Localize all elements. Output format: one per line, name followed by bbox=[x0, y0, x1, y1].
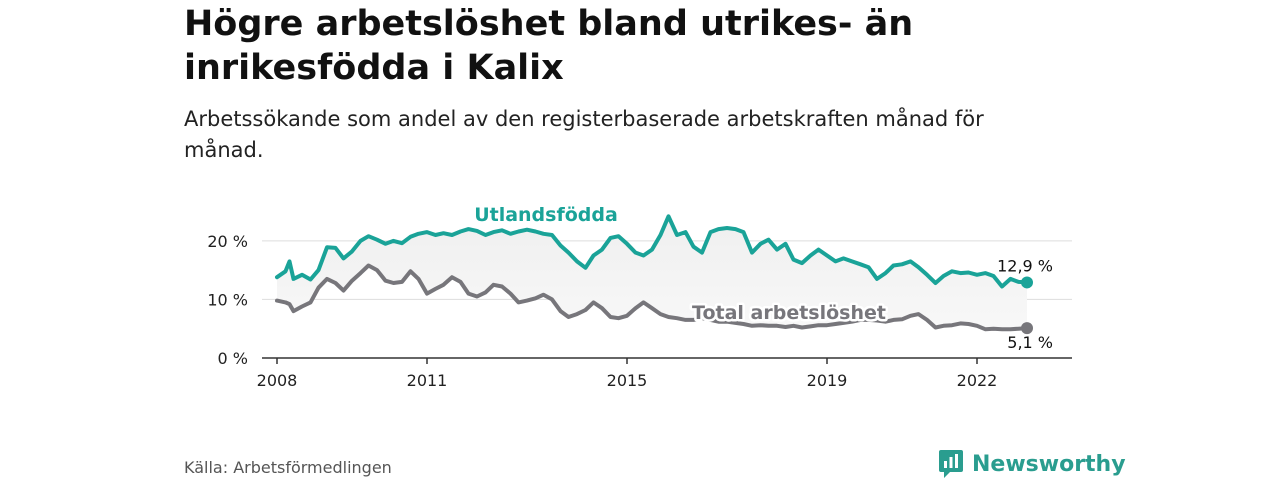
brand-name: Newsworthy bbox=[972, 451, 1126, 477]
series-end-point bbox=[1021, 322, 1033, 335]
series-label-utlandsfodda: Utlandsfödda bbox=[474, 204, 618, 226]
x-tick-label: 2011 bbox=[407, 371, 448, 390]
chart-subtitle: Arbetssökande som andel av den registerb… bbox=[184, 107, 984, 162]
chart-title: Högre arbetslöshet bland utrikes- än inr… bbox=[184, 4, 914, 88]
newsworthy-chart-icon bbox=[939, 450, 963, 478]
series-line-utlandsfodda bbox=[275, 214, 1029, 289]
series-end-point bbox=[1021, 276, 1033, 289]
source-note: Källa: Arbetsförmedlingen bbox=[184, 458, 392, 477]
y-tick-label: 20 % bbox=[207, 232, 248, 251]
x-tick-label: 2008 bbox=[257, 371, 298, 390]
x-tick-label: 2022 bbox=[957, 371, 998, 390]
x-tick-label: 2015 bbox=[607, 371, 648, 390]
series-end-label: 12,9 % bbox=[997, 256, 1053, 275]
series-line-total bbox=[275, 263, 1029, 332]
series-end-label: 5,1 % bbox=[1007, 333, 1053, 352]
series-label-total: Total arbetslöshet bbox=[692, 302, 886, 324]
gap-band bbox=[277, 216, 1027, 330]
x-tick-label: 2019 bbox=[807, 371, 848, 390]
line-chart: 12,9 % 5,1 % Utlandsfödda Total arbetslöshe… bbox=[207, 202, 1072, 390]
y-tick-label: 10 % bbox=[207, 290, 248, 309]
brand-logo: Newsworthy bbox=[938, 448, 1126, 480]
y-tick-label: 0 % bbox=[218, 349, 248, 368]
